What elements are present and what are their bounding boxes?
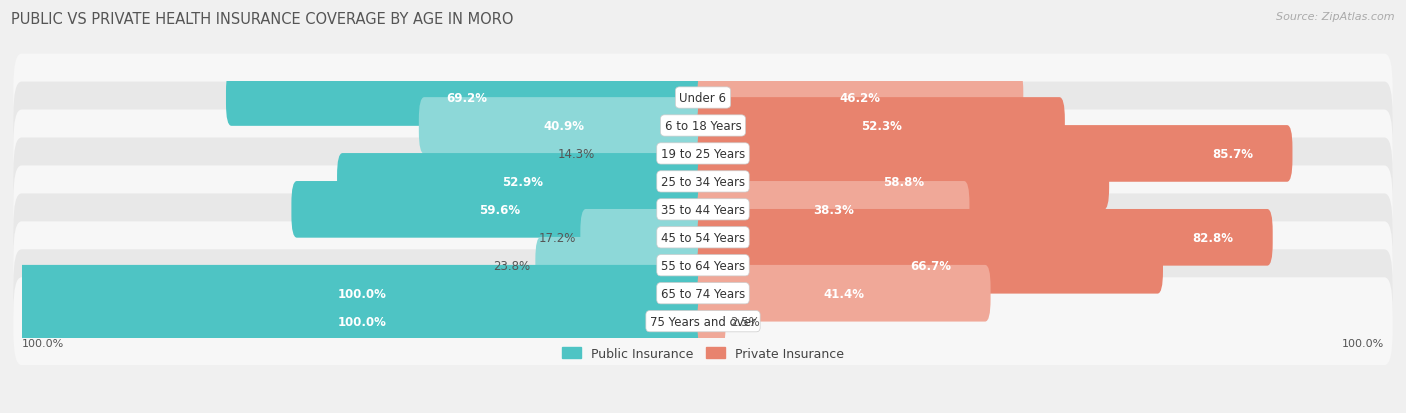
Text: 46.2%: 46.2% xyxy=(839,92,882,105)
Legend: Public Insurance, Private Insurance: Public Insurance, Private Insurance xyxy=(557,342,849,365)
Text: 25 to 34 Years: 25 to 34 Years xyxy=(661,176,745,188)
FancyBboxPatch shape xyxy=(14,194,1392,282)
FancyBboxPatch shape xyxy=(14,166,1392,254)
Text: 52.9%: 52.9% xyxy=(502,176,543,188)
Text: 23.8%: 23.8% xyxy=(494,259,530,272)
FancyBboxPatch shape xyxy=(536,237,709,294)
Text: 100.0%: 100.0% xyxy=(21,338,63,348)
Text: 100.0%: 100.0% xyxy=(337,287,387,300)
Text: 58.8%: 58.8% xyxy=(883,176,924,188)
FancyBboxPatch shape xyxy=(14,82,1392,170)
Text: 17.2%: 17.2% xyxy=(538,231,575,244)
Text: 35 to 44 Years: 35 to 44 Years xyxy=(661,203,745,216)
FancyBboxPatch shape xyxy=(14,250,1392,337)
FancyBboxPatch shape xyxy=(14,110,1392,198)
Text: 69.2%: 69.2% xyxy=(447,92,488,105)
Text: PUBLIC VS PRIVATE HEALTH INSURANCE COVERAGE BY AGE IN MORO: PUBLIC VS PRIVATE HEALTH INSURANCE COVER… xyxy=(11,12,513,27)
Text: 85.7%: 85.7% xyxy=(1212,147,1253,161)
FancyBboxPatch shape xyxy=(697,237,1163,294)
FancyBboxPatch shape xyxy=(14,278,1392,365)
Text: 65 to 74 Years: 65 to 74 Years xyxy=(661,287,745,300)
Text: 19 to 25 Years: 19 to 25 Years xyxy=(661,147,745,161)
FancyBboxPatch shape xyxy=(697,293,725,350)
Text: 6 to 18 Years: 6 to 18 Years xyxy=(665,120,741,133)
Text: 2.5%: 2.5% xyxy=(730,315,761,328)
Text: 41.4%: 41.4% xyxy=(824,287,865,300)
Text: 52.3%: 52.3% xyxy=(860,120,901,133)
FancyBboxPatch shape xyxy=(15,293,709,350)
Text: 100.0%: 100.0% xyxy=(1343,338,1385,348)
FancyBboxPatch shape xyxy=(697,126,1292,182)
FancyBboxPatch shape xyxy=(697,154,1109,210)
FancyBboxPatch shape xyxy=(581,209,709,266)
FancyBboxPatch shape xyxy=(14,138,1392,226)
Text: 75 Years and over: 75 Years and over xyxy=(650,315,756,328)
FancyBboxPatch shape xyxy=(697,98,1064,154)
FancyBboxPatch shape xyxy=(600,126,709,182)
Text: 40.9%: 40.9% xyxy=(543,120,583,133)
Text: 14.3%: 14.3% xyxy=(558,147,595,161)
FancyBboxPatch shape xyxy=(697,209,1272,266)
Text: Under 6: Under 6 xyxy=(679,92,727,105)
FancyBboxPatch shape xyxy=(14,55,1392,142)
FancyBboxPatch shape xyxy=(697,70,1024,126)
Text: 59.6%: 59.6% xyxy=(479,203,520,216)
Text: 82.8%: 82.8% xyxy=(1192,231,1233,244)
FancyBboxPatch shape xyxy=(697,265,991,322)
FancyBboxPatch shape xyxy=(291,182,709,238)
FancyBboxPatch shape xyxy=(226,70,709,126)
Text: Source: ZipAtlas.com: Source: ZipAtlas.com xyxy=(1277,12,1395,22)
FancyBboxPatch shape xyxy=(697,182,970,238)
Text: 38.3%: 38.3% xyxy=(813,203,853,216)
FancyBboxPatch shape xyxy=(419,98,709,154)
FancyBboxPatch shape xyxy=(15,265,709,322)
Text: 45 to 54 Years: 45 to 54 Years xyxy=(661,231,745,244)
FancyBboxPatch shape xyxy=(337,154,709,210)
FancyBboxPatch shape xyxy=(14,222,1392,309)
Text: 55 to 64 Years: 55 to 64 Years xyxy=(661,259,745,272)
Text: 66.7%: 66.7% xyxy=(910,259,950,272)
Text: 100.0%: 100.0% xyxy=(337,315,387,328)
